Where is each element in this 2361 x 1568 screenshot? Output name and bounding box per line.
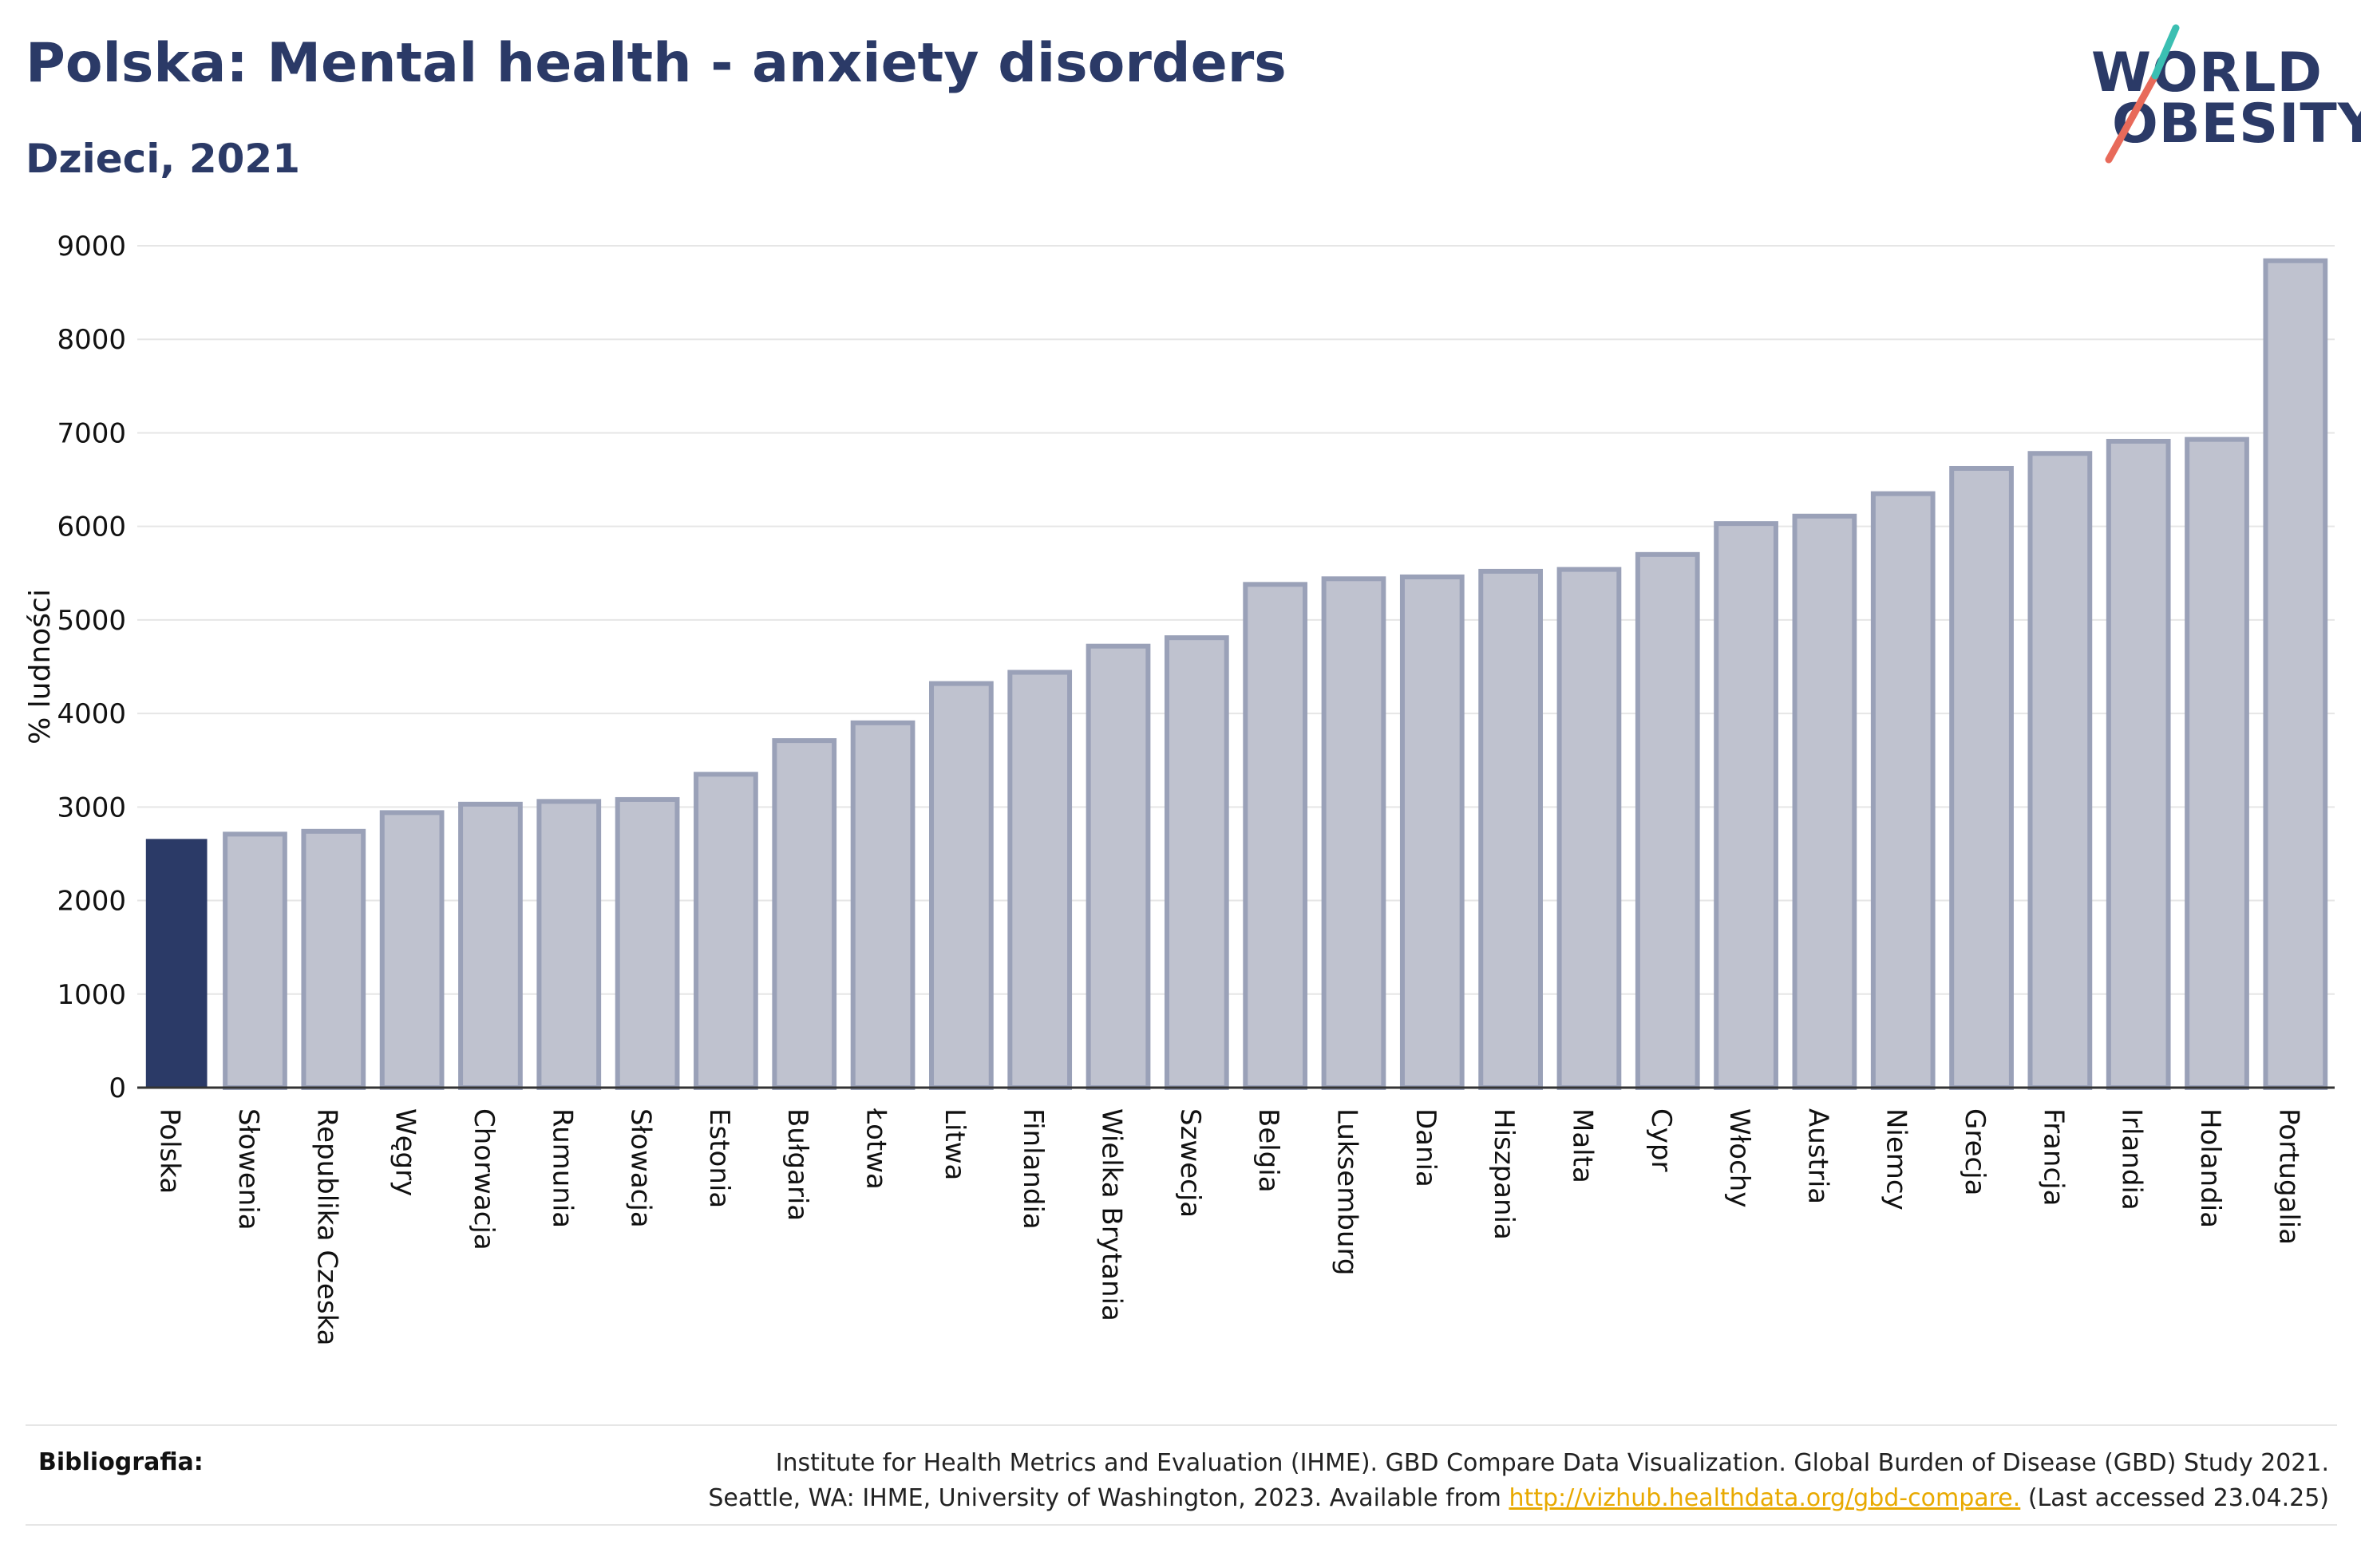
bar-bułgaria — [772, 738, 837, 1090]
page-subtitle: Dzieci, 2021 — [26, 136, 300, 182]
x-tick-label: Malta — [1566, 1108, 1598, 1183]
logo-line1: WORLD — [2091, 41, 2323, 105]
y-tick-label: 7000 — [57, 417, 126, 449]
bar-węgry — [379, 810, 445, 1090]
x-tick-label: Holandia — [2194, 1108, 2226, 1228]
bars — [145, 258, 2328, 1091]
y-tick-labels: 0 1000 2000 3000 4000 5000 6000 7000 8000 9000 — [57, 231, 126, 1104]
citation-suffix: (Last accessed 23.04.25) — [2020, 1484, 2329, 1512]
y-tick-label: 1000 — [57, 979, 126, 1011]
bar-niemcy — [1870, 491, 1936, 1090]
bar-francja — [2027, 451, 2093, 1090]
x-tick-label: Bułgaria — [781, 1108, 813, 1221]
bar-włochy — [1714, 521, 1778, 1090]
citation-link[interactable]: http://vizhub.healthdata.org/gbd-compare… — [1509, 1484, 2021, 1512]
bar-słowenia — [223, 831, 287, 1090]
bar-austria — [1792, 513, 1857, 1090]
x-tick-label: Węgry — [390, 1108, 421, 1196]
y-tick-label: 6000 — [57, 511, 126, 543]
x-tick-label: Wielka Brytania — [1096, 1108, 1128, 1321]
x-tick-label: Grecja — [1959, 1108, 1991, 1195]
x-tick-label: Austria — [1801, 1108, 1833, 1204]
bar-wielka-brytania — [1086, 643, 1151, 1090]
bar-hiszpania — [1478, 568, 1543, 1090]
x-tick-label: Belgia — [1252, 1108, 1284, 1193]
y-tick-label: 9000 — [57, 231, 126, 263]
y-tick-label: 8000 — [57, 324, 126, 356]
x-tick-label: Cypr — [1645, 1108, 1677, 1171]
logo-line2: OBESITY — [2112, 93, 2361, 156]
x-tick-label: Portugalia — [2272, 1108, 2304, 1245]
x-tick-labels: Polska Słowenia Republika Czeska Węgry Chorw… — [154, 1108, 2305, 1346]
x-tick-label: Dania — [1410, 1108, 1442, 1187]
bar-luksemburg — [1321, 576, 1386, 1090]
x-tick-label: Słowenia — [232, 1108, 264, 1230]
bar-portugalia — [2263, 258, 2328, 1090]
x-tick-label: Słowacja — [625, 1108, 657, 1228]
y-tick-label: 3000 — [57, 792, 126, 823]
bar-cypr — [1635, 551, 1700, 1091]
y-axis-label: % ludności — [24, 589, 57, 745]
bar-szwecja — [1164, 635, 1229, 1090]
x-tick-label: Chorwacja — [468, 1108, 500, 1250]
bibliography-citation: Institute for Health Metrics and Evaluat… — [493, 1446, 2329, 1516]
bar-litwa — [929, 681, 994, 1090]
bibliography-label: Bibliografia: — [38, 1448, 204, 1476]
bar-grecja — [1949, 465, 2014, 1090]
bar-chart: 0 1000 2000 3000 4000 5000 6000 7000 8000 9000 Po… — [24, 231, 2335, 1346]
x-tick-label: Finlandia — [1017, 1108, 1049, 1230]
y-tick-label: 2000 — [57, 886, 126, 918]
x-tick-label: Estonia — [703, 1108, 735, 1208]
x-tick-label: Luksemburg — [1331, 1108, 1362, 1275]
bar-holandia — [2185, 436, 2249, 1090]
bar-finlandia — [1007, 669, 1073, 1090]
footer-divider-top — [26, 1424, 2337, 1426]
footer-divider-bottom — [26, 1524, 2337, 1526]
citation-line2: Seattle, WA: IHME, University of Washing… — [708, 1484, 1509, 1512]
logo-slash-icon — [2105, 24, 2180, 164]
x-tick-label: Republika Czeska — [310, 1108, 342, 1346]
bar-rumunia — [536, 799, 602, 1090]
bar-polska — [145, 839, 208, 1088]
x-tick-label: Litwa — [939, 1108, 971, 1180]
bar-belgia — [1243, 582, 1308, 1091]
y-tick-label: 5000 — [57, 605, 126, 637]
y-tick-label: 4000 — [57, 698, 126, 730]
bar-łotwa — [850, 720, 916, 1090]
y-tick-label: 0 — [109, 1072, 126, 1104]
bar-słowacja — [615, 796, 680, 1090]
x-tick-label: Włochy — [1723, 1108, 1755, 1207]
citation-line1: Institute for Health Metrics and Evaluat… — [775, 1449, 2329, 1477]
world-obesity-logo: WORLD OBESITY — [2067, 24, 2361, 168]
x-tick-label: Łotwa — [860, 1108, 892, 1190]
x-tick-label: Irlandia — [2116, 1108, 2148, 1211]
bar-chorwacja — [458, 801, 523, 1090]
x-tick-label: Szwecja — [1174, 1108, 1206, 1218]
page-title: Polska: Mental health - anxiety disorder… — [26, 32, 1287, 95]
bar-republika-czeska — [301, 828, 366, 1090]
bar-irlandia — [2106, 438, 2171, 1090]
bar-estonia — [694, 772, 758, 1090]
bar-malta — [1556, 567, 1622, 1091]
x-tick-label: Rumunia — [546, 1108, 578, 1228]
x-tick-label: Polska — [154, 1108, 186, 1194]
bar-dania — [1399, 574, 1465, 1090]
x-tick-label: Hiszpania — [1488, 1108, 1520, 1240]
x-tick-label: Niemcy — [1880, 1108, 1912, 1211]
x-tick-label: Francja — [2037, 1108, 2069, 1206]
